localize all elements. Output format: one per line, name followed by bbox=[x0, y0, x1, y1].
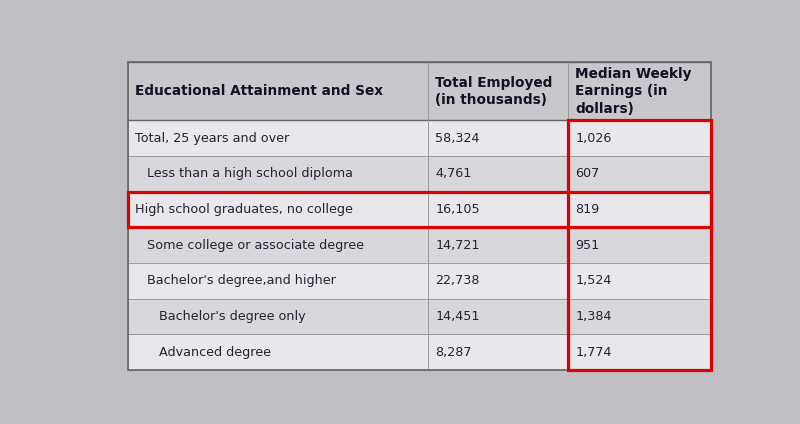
Text: High school graduates, no college: High school graduates, no college bbox=[135, 203, 354, 216]
Text: Bachelor's degree only: Bachelor's degree only bbox=[135, 310, 306, 323]
Bar bbox=[128, 335, 710, 370]
Text: Advanced degree: Advanced degree bbox=[135, 346, 271, 359]
Bar bbox=[128, 120, 710, 156]
Bar bbox=[128, 62, 710, 120]
Bar bbox=[568, 120, 710, 370]
Bar bbox=[128, 192, 710, 227]
Text: Bachelor's degree,and higher: Bachelor's degree,and higher bbox=[135, 274, 336, 287]
Text: 1,774: 1,774 bbox=[575, 346, 612, 359]
Text: 14,451: 14,451 bbox=[435, 310, 480, 323]
Bar bbox=[128, 156, 710, 192]
Text: Total, 25 years and over: Total, 25 years and over bbox=[135, 132, 290, 145]
Text: 8,287: 8,287 bbox=[435, 346, 472, 359]
Text: 1,524: 1,524 bbox=[575, 274, 612, 287]
Text: 819: 819 bbox=[575, 203, 600, 216]
Bar bbox=[128, 192, 710, 227]
Text: 607: 607 bbox=[575, 167, 600, 181]
Bar bbox=[128, 227, 710, 263]
Text: 1,384: 1,384 bbox=[575, 310, 612, 323]
Text: 22,738: 22,738 bbox=[435, 274, 480, 287]
Text: 1,026: 1,026 bbox=[575, 132, 612, 145]
Text: 58,324: 58,324 bbox=[435, 132, 480, 145]
Text: Total Employed
(in thousands): Total Employed (in thousands) bbox=[435, 76, 553, 107]
Bar bbox=[128, 263, 710, 299]
Text: 4,761: 4,761 bbox=[435, 167, 472, 181]
Text: Less than a high school diploma: Less than a high school diploma bbox=[135, 167, 354, 181]
Text: Educational Attainment and Sex: Educational Attainment and Sex bbox=[135, 84, 383, 98]
Text: Some college or associate degree: Some college or associate degree bbox=[135, 239, 364, 252]
Text: 951: 951 bbox=[575, 239, 600, 252]
Text: 14,721: 14,721 bbox=[435, 239, 480, 252]
Text: Median Weekly
Earnings (in
dollars): Median Weekly Earnings (in dollars) bbox=[575, 67, 692, 116]
Text: 16,105: 16,105 bbox=[435, 203, 480, 216]
Bar bbox=[128, 299, 710, 335]
